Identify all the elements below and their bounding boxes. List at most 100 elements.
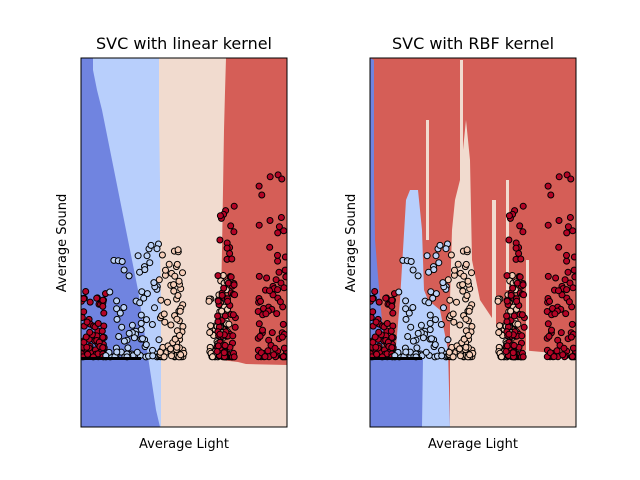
scatter-point [258, 191, 266, 199]
scatter-point [498, 353, 505, 361]
scatter-point [512, 244, 520, 252]
scatter-point [165, 260, 173, 268]
scatter-point [279, 320, 287, 328]
scatter-point [516, 273, 524, 281]
scatter-point [275, 223, 283, 231]
scatter-point [373, 350, 381, 358]
scatter-point [459, 281, 467, 289]
scatter-point [139, 335, 146, 343]
scatter-point [146, 259, 154, 267]
scatter-point [262, 310, 270, 318]
scatter-point [419, 334, 427, 342]
scatter-point [555, 243, 563, 251]
scatter-point [496, 322, 504, 330]
scatter-point [274, 251, 281, 259]
rbf-axes-frame [369, 57, 577, 428]
scatter-point [395, 288, 403, 296]
scatter-point [227, 273, 235, 281]
scatter-point [505, 330, 513, 338]
scatter-point [125, 272, 133, 280]
scatter-point [270, 351, 278, 359]
scatter-point [453, 298, 460, 306]
scatter-point [510, 342, 518, 349]
scatter-point [383, 320, 391, 327]
scatter-point [547, 191, 555, 199]
scatter-point [143, 316, 150, 324]
scatter-point [281, 253, 287, 261]
scatter-point [214, 297, 222, 305]
scatter-point [402, 315, 410, 323]
scatter-point [462, 260, 470, 268]
scatter-point [279, 353, 287, 361]
scatter-point [550, 353, 558, 361]
scatter-point [423, 252, 431, 260]
scatter-point [388, 302, 396, 310]
scatter-point [460, 272, 468, 280]
scatter-point [389, 309, 397, 317]
scatter-point [255, 272, 263, 280]
scatter-point [569, 284, 576, 292]
scatter-point [444, 276, 452, 284]
region-class-2 [450, 120, 576, 427]
scatter-point [113, 315, 121, 323]
scatter-point [553, 347, 561, 355]
scatter-point [407, 323, 415, 331]
scatter-point [505, 236, 513, 244]
scatter-point [158, 251, 166, 259]
scatter-point [263, 274, 271, 282]
scatter-point [255, 221, 263, 229]
subplot-linear: SVC with linear kernel Average Light Ave… [55, 34, 288, 452]
scatter-point [519, 281, 527, 289]
scatter-point [150, 279, 158, 287]
scatter-point [133, 348, 141, 356]
scatter-point [228, 255, 236, 263]
scatter-point [370, 295, 377, 303]
rbf-x-axis-label: Average Light [428, 437, 518, 452]
scatter-point [93, 294, 101, 302]
scatter-point [456, 345, 464, 353]
scatter-point [414, 272, 422, 280]
scatter-point [162, 266, 169, 274]
scatter-point [402, 297, 410, 305]
scatter-point [98, 327, 106, 335]
scatter-point [170, 287, 178, 295]
scatter-point [157, 296, 165, 304]
scatter-point [118, 323, 126, 331]
linear-decision-regions [81, 58, 287, 427]
scatter-point [564, 268, 572, 276]
scatter-point [428, 335, 435, 343]
scatter-point [118, 258, 126, 265]
scatter-point [266, 217, 274, 224]
subplot-rbf: SVC with RBF kernel Average Light Averag… [344, 34, 577, 452]
scatter-point [83, 343, 91, 351]
scatter-point [174, 246, 182, 254]
scatter-point [564, 223, 572, 231]
scatter-point [273, 310, 281, 318]
rbf-y-axis-label: Average Sound [344, 194, 359, 292]
scatter-point [502, 348, 510, 355]
scatter-point [445, 348, 453, 356]
scatter-point [427, 288, 435, 296]
scatter-point [503, 318, 511, 326]
scatter-point [417, 321, 425, 329]
scatter-point [173, 260, 181, 268]
scatter-point [516, 222, 524, 230]
scatter-point [160, 353, 168, 361]
scatter-point [568, 320, 576, 328]
scatter-point [456, 321, 464, 329]
scatter-point [214, 272, 222, 280]
scatter-point [426, 319, 434, 327]
scatter-point [519, 353, 527, 361]
scatter-point [86, 328, 94, 336]
scatter-point [138, 288, 146, 296]
scatter-point [99, 302, 107, 310]
scatter-point [503, 272, 511, 280]
scatter-point [155, 276, 163, 284]
scatter-point [216, 330, 224, 338]
scatter-point [544, 272, 552, 280]
scatter-point [432, 316, 439, 324]
scatter-point [255, 182, 263, 190]
scatter-point [463, 246, 471, 254]
scatter-point [220, 349, 228, 357]
scatter-point [370, 314, 375, 321]
